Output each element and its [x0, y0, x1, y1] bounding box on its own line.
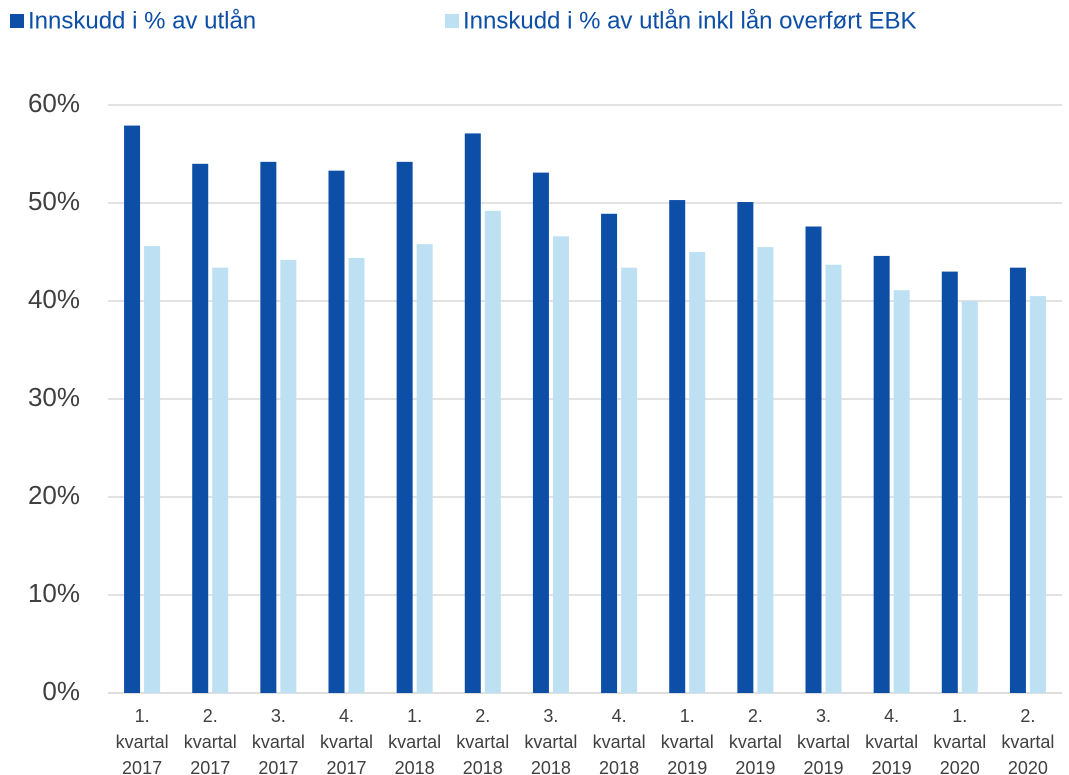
legend-swatch	[445, 14, 459, 28]
bar	[737, 202, 754, 693]
y-tick-label: 30%	[28, 382, 80, 412]
legend-swatch	[10, 14, 24, 28]
x-tick-label: 1. kvartal 2017	[116, 706, 169, 775]
x-tick-label: 1. kvartal 2020	[933, 706, 986, 775]
bar	[805, 226, 822, 693]
bar	[757, 247, 774, 693]
y-tick-label: 10%	[28, 578, 80, 608]
y-tick-label: 60%	[28, 88, 80, 118]
bar	[280, 259, 297, 693]
bar	[601, 213, 618, 693]
y-tick-label: 50%	[28, 186, 80, 216]
x-tick-label: 1. kvartal 2019	[661, 706, 714, 775]
y-tick-label: 40%	[28, 284, 80, 314]
x-tick-label: 2. kvartal 2017	[184, 706, 237, 775]
x-tick-label: 2. kvartal 2018	[456, 706, 509, 775]
bar	[484, 210, 501, 693]
bar	[621, 267, 638, 693]
bar	[124, 125, 141, 693]
legend-label: Innskudd i % av utlån inkl lån overført …	[463, 7, 917, 34]
x-tick-label: 2. kvartal 2019	[729, 706, 782, 775]
bar	[893, 290, 910, 693]
bar	[532, 172, 549, 693]
bar	[825, 264, 842, 693]
legend-label: Innskudd i % av utlån	[28, 7, 256, 34]
x-tick-label: 2. kvartal 2020	[1001, 706, 1054, 775]
bar	[961, 301, 978, 693]
bar	[192, 163, 209, 694]
x-tick-label: 4. kvartal 2018	[593, 706, 646, 775]
bar	[144, 246, 161, 693]
legend: Innskudd i % av utlån Innskudd i % av utl…	[10, 7, 917, 34]
bar	[1029, 296, 1046, 693]
x-tick-label: 3. kvartal 2018	[524, 706, 577, 775]
bar	[396, 161, 413, 694]
y-tick-label: 20%	[28, 480, 80, 510]
bar	[552, 236, 569, 693]
x-tick-label: 1. kvartal 2018	[388, 706, 441, 775]
bar	[689, 252, 706, 693]
bar	[669, 200, 686, 693]
bar	[873, 255, 890, 694]
bar	[328, 170, 345, 693]
x-tick-label: 3. kvartal 2019	[797, 706, 850, 775]
x-tick-label: 4. kvartal 2017	[320, 706, 373, 775]
x-tick-label: 3. kvartal 2017	[252, 706, 305, 775]
bar	[464, 133, 481, 694]
y-tick-label: 0%	[42, 676, 80, 706]
bar	[348, 257, 365, 693]
bar	[416, 244, 433, 693]
bar	[260, 161, 277, 694]
bar	[1009, 267, 1026, 693]
bar	[941, 271, 958, 693]
bar	[212, 267, 229, 693]
x-tick-label: 4. kvartal 2019	[865, 706, 918, 775]
